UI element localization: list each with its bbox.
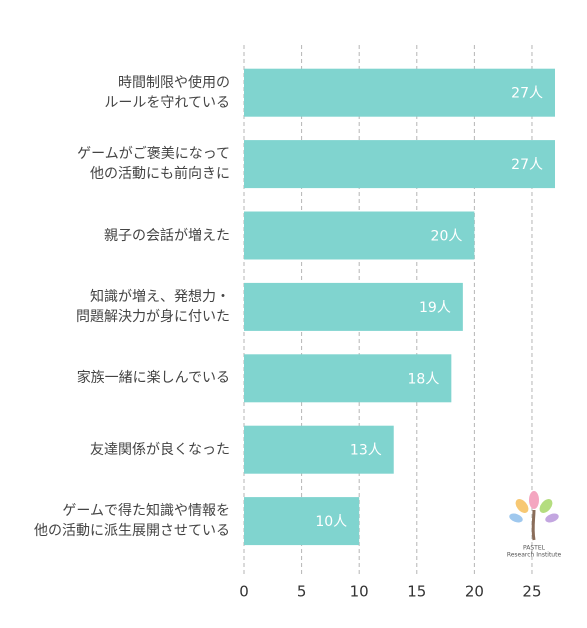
category-label: 親子の会話が増えた <box>104 227 230 244</box>
category-label: 家族一緒に楽しんでいる <box>76 370 230 387</box>
bar <box>244 425 394 474</box>
logo-leaf <box>509 513 523 523</box>
bar <box>244 68 555 117</box>
x-tick-label: 5 <box>297 583 307 601</box>
bar <box>244 497 360 546</box>
value-label: 10人 <box>315 514 347 530</box>
value-label: 27人 <box>511 157 543 173</box>
x-tick-label: 25 <box>522 583 541 601</box>
grid <box>243 45 533 575</box>
bar <box>244 282 463 331</box>
category-label: 友達関係が良くなった <box>90 441 230 458</box>
value-label: 27人 <box>511 86 543 102</box>
category-label: ゲームがご褒美になって 他の活動にも前向きに <box>77 146 230 183</box>
logo: PASTEL Research Institute <box>507 491 562 559</box>
x-tick-label: 15 <box>407 583 426 601</box>
bar <box>244 140 555 189</box>
logo-leaf <box>529 491 539 509</box>
value-label: 20人 <box>431 229 463 245</box>
x-tick-label: 10 <box>350 583 369 601</box>
x-tick-label: 20 <box>465 583 484 601</box>
bar <box>244 211 475 260</box>
x-tick-label: 0 <box>239 583 249 601</box>
logo-leaf <box>539 499 553 513</box>
logo-text: PASTEL <box>523 545 546 552</box>
bar <box>244 354 452 403</box>
value-label: 13人 <box>350 443 382 459</box>
logo-leaf <box>515 499 529 513</box>
category-label: 知識が増え、発想力・ 問題解決力が身に付いた <box>76 288 230 325</box>
logo-leaf <box>545 513 559 523</box>
logo-trunk <box>531 509 536 541</box>
value-label: 19人 <box>419 300 451 316</box>
value-label: 18人 <box>408 371 440 387</box>
logo-text: Research Institute <box>507 552 562 559</box>
category-label: ゲームで得た知識や情報を 他の活動に派生展開させている <box>34 503 230 540</box>
category-label: 時間制限や使用の ルールを守れている <box>104 74 230 111</box>
